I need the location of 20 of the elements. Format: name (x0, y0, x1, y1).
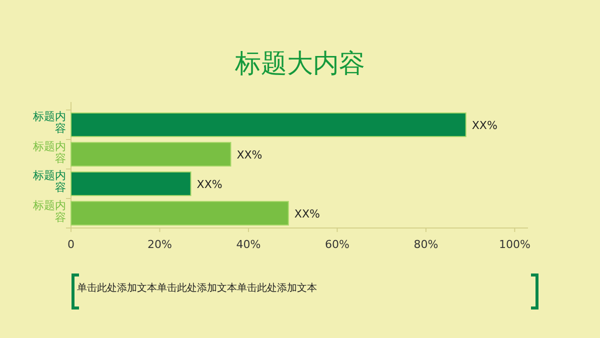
x-tick-label: 80% (414, 238, 438, 251)
x-tick-label: 100% (498, 238, 530, 251)
y-tick-label: 标题内容 (32, 110, 66, 135)
x-tick-label: 20% (148, 238, 172, 251)
data-label: XX% (196, 178, 222, 191)
bar (70, 200, 289, 226)
data-label: XX% (236, 148, 262, 162)
y-tick-label: 标题内容 (32, 198, 66, 224)
bar (70, 142, 232, 167)
chart-title: 标题大内容 (234, 49, 365, 79)
y-tick-label: 标题内容 (32, 140, 66, 164)
text: 单击此处添加文本单击此处添加文本单击此处添加文本 (77, 282, 317, 294)
x-tick-label: 40% (236, 238, 261, 251)
bar (70, 112, 466, 138)
data-label: XX% (472, 118, 498, 132)
x-tick-label: 60% (324, 238, 350, 251)
bar (70, 171, 192, 196)
x-tick-label: 0 (68, 238, 74, 251)
data-label: XX% (294, 207, 320, 220)
y-tick-label: 标题内容 (32, 169, 66, 194)
